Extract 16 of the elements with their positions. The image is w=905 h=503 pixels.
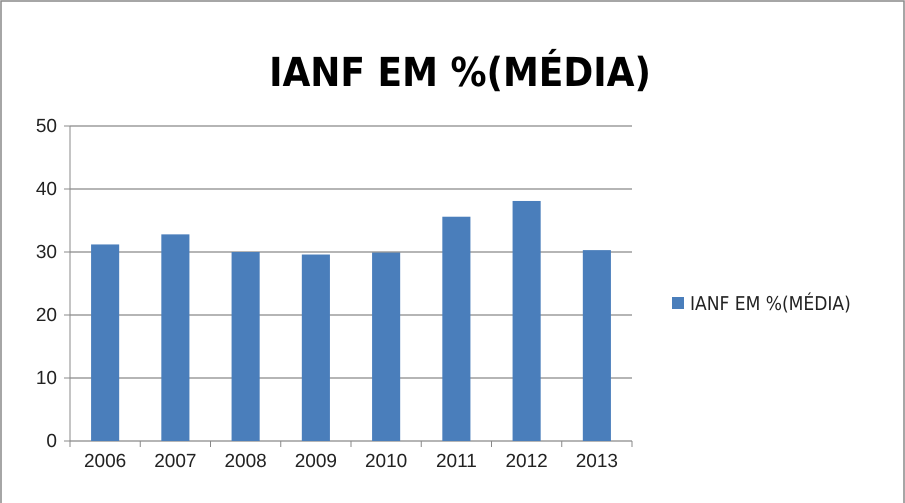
x-tick-label: 2010 <box>364 450 408 472</box>
y-tick-label: 10 <box>36 368 57 390</box>
x-tick-label: 2007 <box>154 450 197 472</box>
x-tick-label: 2006 <box>84 450 126 472</box>
x-tick-label: 2011 <box>436 450 477 472</box>
x-tick-label: 2009 <box>294 450 338 472</box>
x-tick-label: 2008 <box>224 450 267 472</box>
x-tick-label: 2013 <box>576 450 618 472</box>
y-tick-label: 20 <box>36 305 57 326</box>
y-tick-label: 40 <box>36 179 57 200</box>
legend-label: IANF EM %(MÉDIA) <box>690 292 851 315</box>
x-tick-label: 2012 <box>505 450 548 472</box>
y-tick-label: 50 <box>36 116 57 138</box>
y-tick-label: 0 <box>46 431 57 452</box>
chart-title: IANF EM %(MÉDIA) <box>269 48 651 96</box>
y-tick-label: 30 <box>36 242 57 264</box>
